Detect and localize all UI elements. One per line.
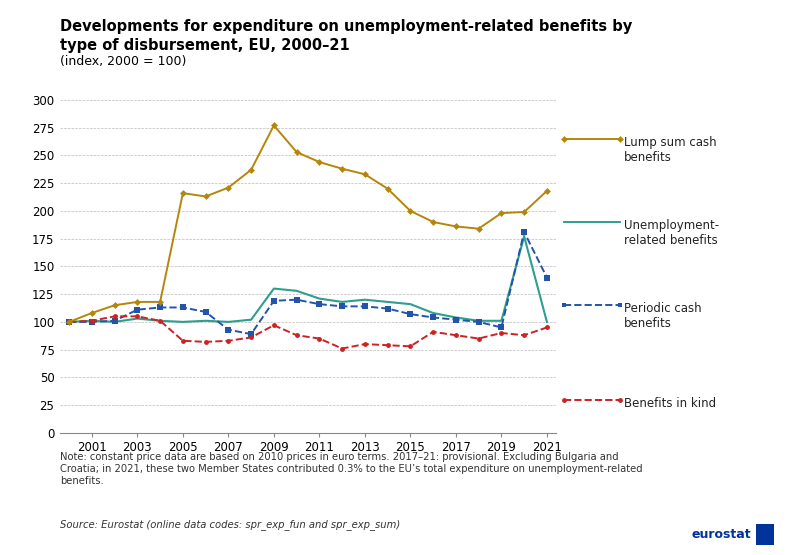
Text: Developments for expenditure on unemployment-related benefits by: Developments for expenditure on unemploy… <box>60 19 632 34</box>
Text: Note: constant price data are based on 2010 prices in euro terms. 2017–21: provi: Note: constant price data are based on 2… <box>60 452 642 486</box>
Text: Source: Eurostat (online data codes: spr_exp_fun and spr_exp_sum): Source: Eurostat (online data codes: spr… <box>60 519 400 530</box>
Text: eurostat: eurostat <box>692 528 752 541</box>
Text: Periodic cash
benefits: Periodic cash benefits <box>624 302 702 330</box>
Text: type of disbursement, EU, 2000–21: type of disbursement, EU, 2000–21 <box>60 38 350 53</box>
Text: Unemployment-
related benefits: Unemployment- related benefits <box>624 219 719 247</box>
Text: Lump sum cash
benefits: Lump sum cash benefits <box>624 136 717 164</box>
Text: Benefits in kind: Benefits in kind <box>624 397 716 410</box>
Text: (index, 2000 = 100): (index, 2000 = 100) <box>60 56 186 68</box>
